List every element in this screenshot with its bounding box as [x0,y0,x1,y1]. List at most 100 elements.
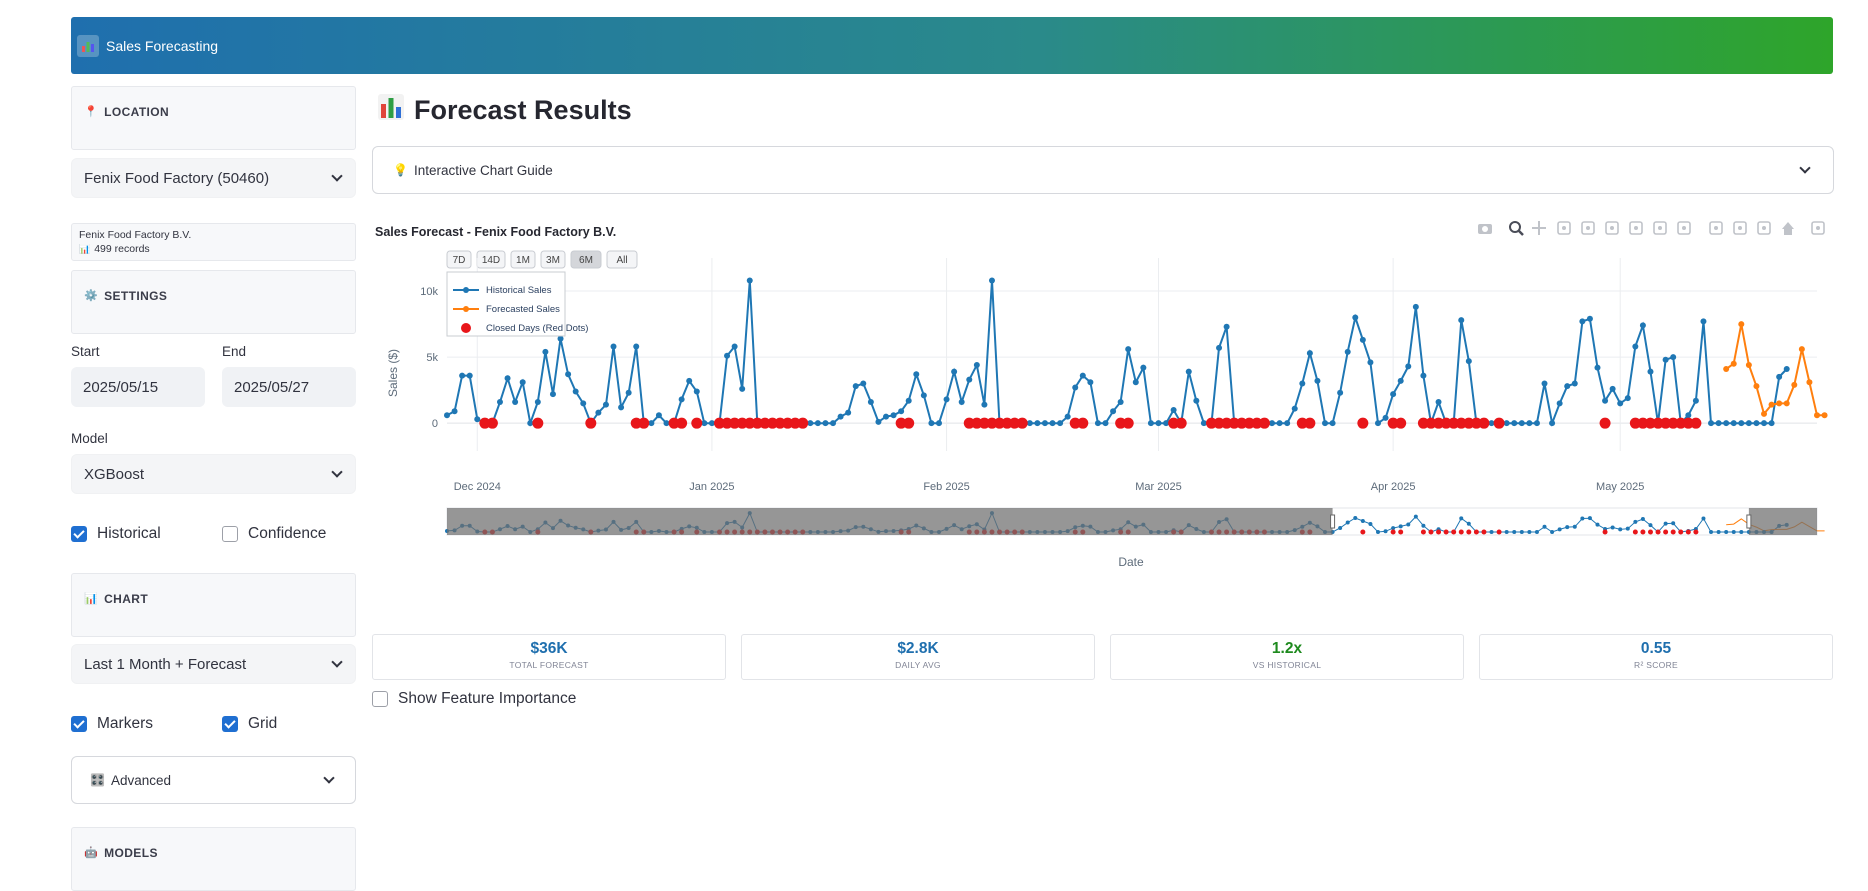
slider-closed-marker [1398,529,1404,535]
chart-grid: 0 5k 10k Dec 2024 Jan 2025 Feb 2025 Mar 2025 Ap… [420,258,1817,493]
checkbox-box[interactable] [222,716,238,732]
historical-point [625,389,632,396]
slider-historical-point [1640,517,1645,522]
historical-point [1170,406,1177,413]
closed-day-marker [903,417,915,429]
slider-historical-point [1489,530,1494,534]
zoom-out-icon[interactable] [1733,221,1747,235]
historical-point [867,399,874,406]
historical-point [1223,323,1230,330]
slider-closed-marker [1443,529,1449,535]
slider-historical-point [1512,530,1517,534]
historical-point [1397,377,1404,384]
slider-historical-point [1625,526,1630,531]
range-button-label[interactable]: 6M [579,255,593,266]
metric-value: $2.8K [897,640,939,657]
range-button[interactable] [606,250,638,269]
end-date-input[interactable]: 2025/05/27 [222,367,356,407]
slider-historical-point [1633,519,1638,524]
forecast-point [1730,360,1737,367]
range-button[interactable] [570,250,602,269]
historical-point [1344,348,1351,355]
historical-point [1783,366,1790,372]
range-button-label[interactable]: All [616,255,627,266]
slider-historical-point [1550,530,1555,534]
historical-point [1624,395,1631,402]
confidence-checkbox[interactable]: Confidence [222,525,326,543]
chart-guide-expander[interactable]: 💡 Interactive Chart Guide [372,146,1834,194]
clear-icon[interactable] [1677,221,1691,235]
historical-point [1609,385,1616,392]
location-select[interactable]: Fenix Food Factory (50460) [71,158,356,198]
range-button-label[interactable]: 7D [453,255,466,266]
closed-day-marker [1470,417,1482,429]
historical-point [1768,420,1775,427]
range-selector[interactable]: 7D 14D 1M 3M 6M All [446,250,638,269]
select-icon[interactable] [1581,221,1595,235]
checkbox-box[interactable] [71,526,87,542]
historical-point [1412,303,1419,310]
chart-modebar [1478,221,1825,236]
advanced-expander[interactable]: 🎛️ Advanced [71,756,356,804]
sales-forecast-chart[interactable]: Sales Forecast - Fenix Food Factory B.V.… [372,218,1834,570]
range-slider[interactable] [445,507,1825,536]
start-date-input[interactable]: 2025/05/15 [71,367,205,407]
checkbox-box[interactable] [222,526,238,542]
historical-point [1564,383,1571,390]
home-icon[interactable] [1782,222,1794,235]
slider-handle-right[interactable] [1746,514,1752,529]
closed-day-marker [585,417,597,429]
range-button-label[interactable]: 14D [482,255,500,266]
pan-icon[interactable] [1532,221,1546,235]
add-shape-icon[interactable] [1653,221,1667,235]
historical-point [875,418,882,425]
historical-sales-line [446,280,1788,428]
lasso-icon[interactable] [1557,221,1571,235]
zoom-icon[interactable] [1509,221,1524,236]
historical-point [739,385,746,392]
range-button[interactable] [540,250,566,269]
historical-point [1738,420,1745,427]
slider-handle-left[interactable] [1330,514,1336,529]
markers-checkbox[interactable]: Markers [71,715,153,733]
slider-historical-point [1565,525,1570,530]
historical-point [1390,391,1397,398]
model-select[interactable]: XGBoost [71,454,356,494]
slider-closed-marker [1451,529,1457,535]
select-icon-shape [1581,221,1595,235]
slider-historical-point [1466,521,1471,526]
historical-point [890,412,897,419]
feature-importance-checkbox[interactable]: Show Feature Importance [372,690,576,708]
forecast-point [1776,400,1783,407]
fullscreen-icon[interactable] [1811,221,1825,235]
settings-section: ⚙️ SETTINGS [71,270,356,334]
chart-range-select[interactable]: Last 1 Month + Forecast [71,644,356,684]
camera-icon[interactable] [1478,224,1492,234]
historical-point [633,343,640,350]
range-button[interactable] [510,250,536,269]
historical-point [701,420,708,427]
grid-checkbox[interactable]: Grid [222,715,277,733]
range-button-label[interactable]: 3M [546,255,560,266]
chevron-down-icon [331,656,343,668]
historical-point [1458,317,1465,324]
range-button-label[interactable]: 1M [516,255,530,266]
range-button[interactable] [446,250,472,269]
settings-section-title: SETTINGS [104,289,168,303]
historical-point [1745,420,1752,427]
slider-closed-marker [1390,529,1396,535]
closed-day-marker [1455,417,1467,429]
checkbox-box[interactable] [71,716,87,732]
location-section: 📍 LOCATION [71,86,356,150]
bar-chart-icon [378,94,404,127]
metric-value: $36K [530,640,568,657]
closed-day-marker [1395,417,1407,429]
erase-icon[interactable] [1629,221,1643,235]
draw-icon[interactable] [1605,221,1619,235]
checkbox-box[interactable] [372,691,388,707]
zoom-in-icon-shape [1709,221,1723,235]
autoscale-icon[interactable] [1757,221,1771,235]
zoom-in-icon[interactable] [1709,221,1723,235]
historical-point [451,408,458,415]
historical-checkbox[interactable]: Historical [71,525,161,543]
